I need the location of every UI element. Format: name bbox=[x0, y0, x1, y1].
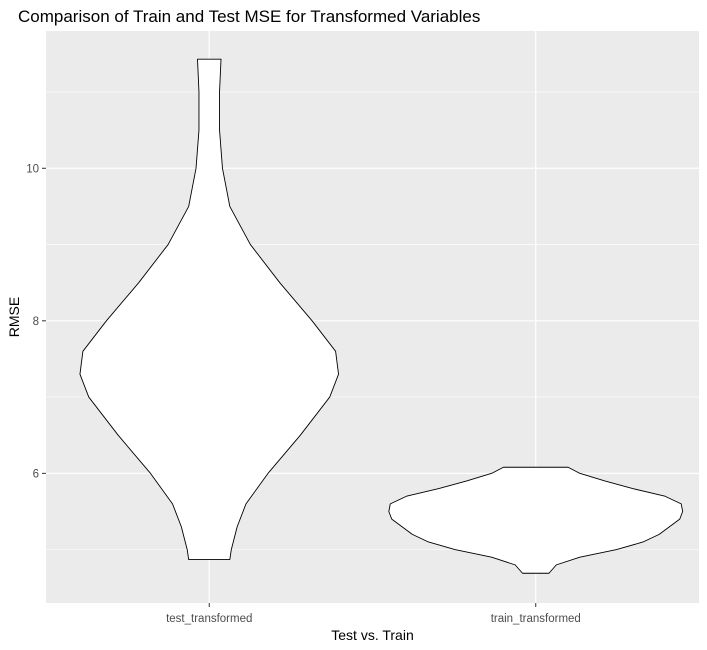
violin-test_transformed bbox=[79, 58, 339, 560]
x-tick-label: train_transformed bbox=[491, 613, 581, 625]
chart-title: Comparison of Train and Test MSE for Tra… bbox=[18, 7, 480, 26]
y-tick-label: 10 bbox=[26, 163, 39, 175]
x-tick-label: test_transformed bbox=[166, 613, 252, 625]
y-tick-label: 8 bbox=[33, 316, 39, 328]
x-axis-ticks: test_transformed train_transformed bbox=[166, 603, 581, 625]
violin-train_transformed bbox=[388, 466, 684, 574]
x-axis-title: Test vs. Train bbox=[331, 627, 413, 643]
y-axis-title: RMSE bbox=[6, 297, 22, 337]
y-tick-label: 6 bbox=[33, 468, 39, 480]
violins bbox=[79, 58, 684, 574]
y-axis-ticks: 6 8 10 bbox=[26, 163, 46, 480]
